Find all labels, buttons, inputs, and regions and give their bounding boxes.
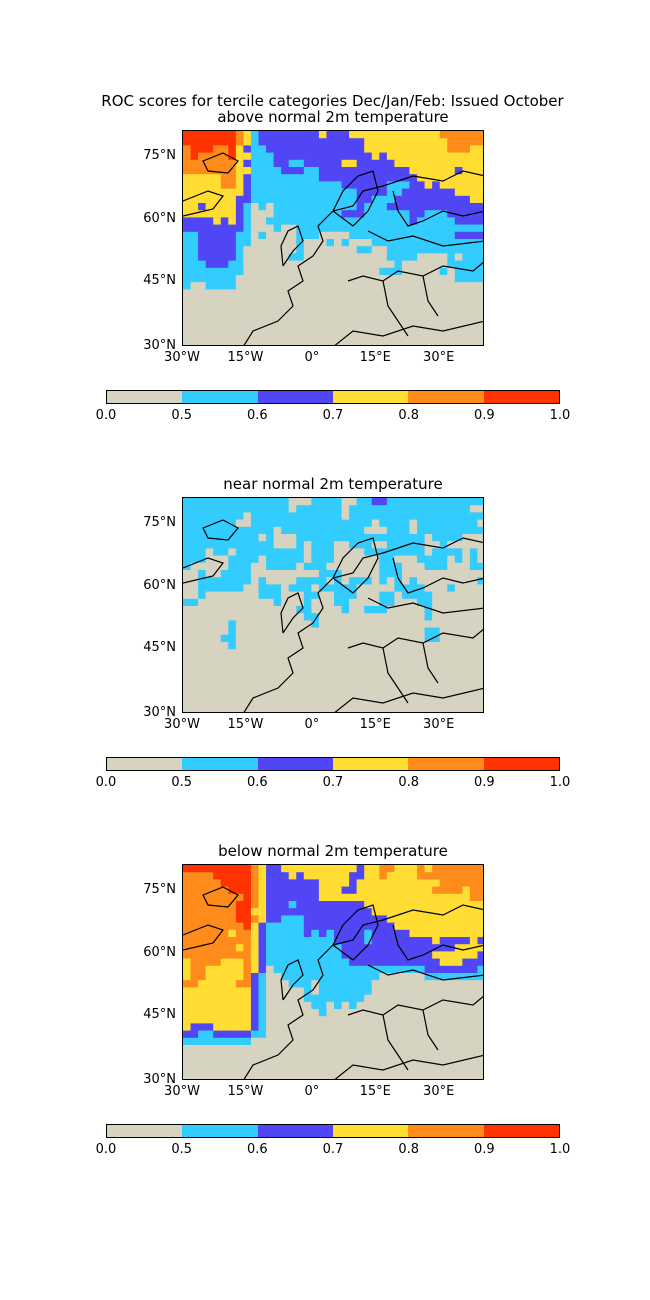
colorbar-label: 0.7 [322, 775, 344, 790]
colorbar-segment [107, 391, 183, 403]
colorbar-segment [257, 391, 333, 403]
lat-tick-label: 60°N [143, 944, 176, 960]
colorbar-segment [408, 758, 484, 770]
colorbar-label: 1.0 [549, 1142, 571, 1157]
map-panel [182, 497, 484, 713]
colorbar-segment [483, 758, 559, 770]
colorbar-label: 0.9 [473, 1142, 495, 1157]
colorbar-segment [408, 391, 484, 403]
lon-tick-label: 30°E [423, 717, 455, 732]
colorbar-label: 0.0 [95, 775, 117, 790]
colorbar-label: 0.5 [171, 775, 192, 790]
lat-tick-label: 45°N [143, 273, 176, 289]
map-panel [182, 864, 484, 1080]
lon-tick-label: 15°E [359, 1084, 391, 1099]
lon-tick-label: 15°E [359, 717, 391, 732]
colorbar-segment [182, 758, 258, 770]
lat-tick-label: 75°N [143, 514, 176, 530]
lon-tick-label: 30°E [423, 350, 455, 365]
colorbar-segment [332, 758, 409, 770]
lat-tick-label: 60°N [143, 210, 176, 226]
colorbar-segment [182, 1125, 258, 1137]
lat-tick-label: 75°N [143, 147, 176, 163]
colorbar-label: 0.6 [246, 1142, 268, 1157]
panel-title: above normal 2m temperature [217, 108, 449, 126]
colorbar-segment [332, 1125, 409, 1137]
lat-tick-label: 30°N [143, 1072, 176, 1087]
figure-title: ROC scores for tercile categories Dec/Ja… [101, 92, 564, 110]
colorbar-label: 0.0 [95, 1142, 117, 1157]
lat-tick-label: 45°N [143, 1007, 176, 1023]
panel-title: below normal 2m temperature [218, 842, 448, 860]
colorbar-segment [332, 391, 409, 403]
colorbar-segment [257, 1125, 333, 1137]
lat-tick-label: 60°N [143, 577, 176, 593]
colorbar-label: 1.0 [549, 775, 571, 790]
panel-title: near normal 2m temperature [223, 475, 443, 493]
colorbar-label: 0.6 [246, 408, 268, 423]
colorbar-label: 0.6 [246, 775, 268, 790]
colorbar [106, 757, 560, 771]
lat-tick-label: 30°N [143, 338, 176, 353]
lon-tick-label: 15°W [227, 1084, 264, 1099]
lat-tick-label: 45°N [143, 640, 176, 656]
colorbar-segment [257, 758, 333, 770]
colorbar [106, 390, 560, 404]
colorbar-label: 0.9 [473, 775, 495, 790]
colorbar-label: 0.9 [473, 408, 495, 423]
lat-tick-label: 30°N [143, 705, 176, 720]
lon-tick-label: 15°W [227, 350, 264, 365]
lon-tick-label: 30°W [164, 717, 200, 732]
lon-tick-label: 30°W [164, 1084, 200, 1099]
colorbar-segment [483, 1125, 559, 1137]
lon-tick-label: 0° [304, 1084, 320, 1099]
colorbar-label: 0.8 [398, 408, 419, 423]
lon-tick-label: 15°E [359, 350, 391, 365]
roc-score-field [183, 865, 483, 1079]
colorbar-label: 0.7 [322, 1142, 344, 1157]
colorbar-label: 0.8 [398, 1142, 419, 1157]
colorbar-label: 0.7 [322, 408, 344, 423]
colorbar-segment [107, 1125, 183, 1137]
colorbar-segment [408, 1125, 484, 1137]
colorbar-label: 0.5 [171, 1142, 192, 1157]
roc-score-field [183, 498, 483, 712]
lon-tick-label: 30°W [164, 350, 200, 365]
lon-tick-label: 30°E [423, 1084, 455, 1099]
colorbar-label: 1.0 [549, 408, 571, 423]
lon-tick-label: 0° [304, 350, 320, 365]
colorbar-label: 0.5 [171, 408, 192, 423]
roc-score-field [183, 131, 483, 345]
colorbar-label: 0.0 [95, 408, 117, 423]
lat-tick-label: 75°N [143, 881, 176, 897]
colorbar-segment [483, 391, 559, 403]
colorbar-segment [107, 758, 183, 770]
colorbar [106, 1124, 560, 1138]
map-panel [182, 130, 484, 346]
colorbar-label: 0.8 [398, 775, 419, 790]
colorbar-segment [182, 391, 258, 403]
lon-tick-label: 0° [304, 717, 320, 732]
lon-tick-label: 15°W [227, 717, 264, 732]
